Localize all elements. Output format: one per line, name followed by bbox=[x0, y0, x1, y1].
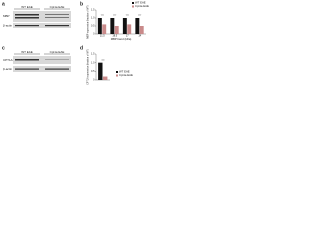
y-tick-label: 0.5 bbox=[91, 25, 95, 28]
bar bbox=[98, 62, 103, 80]
y-tick-label: 1.0 bbox=[91, 17, 95, 20]
legend-label: Cpt1a EAE bbox=[119, 73, 133, 77]
bands bbox=[15, 59, 69, 70]
lane-label: WT EAE bbox=[21, 5, 32, 9]
x-tick-label: 14 bbox=[138, 35, 141, 38]
row-label: CPT1A bbox=[3, 58, 13, 62]
panel-label: b bbox=[80, 1, 83, 7]
bar bbox=[122, 18, 127, 34]
blot bbox=[13, 66, 71, 72]
annotation: *** bbox=[101, 15, 104, 18]
bands bbox=[15, 14, 69, 27]
legend-label: WT EAE bbox=[135, 1, 146, 5]
x-axis-label: MBP band (kDa) bbox=[111, 37, 132, 41]
blot bbox=[13, 56, 71, 64]
row-label: MBP bbox=[3, 14, 10, 18]
y-axis-label: MBP expression (fraction of WT) bbox=[87, 5, 90, 38]
y-axis-label: CPT1A expression (fraction of WT) bbox=[87, 49, 90, 85]
lane-label: Cpt1a EAE bbox=[50, 5, 65, 9]
lane-label: Cpt1a EAE bbox=[50, 50, 65, 54]
bar bbox=[139, 26, 144, 34]
annotation: *** bbox=[138, 15, 141, 18]
figure: a b c d WT EAE Cpt1a EAE MBP β-actin WT … bbox=[2, 1, 149, 85]
y-tick-label: 0.5 bbox=[91, 70, 95, 73]
y-tick-label: 1.0 bbox=[91, 61, 95, 64]
y-tick-label: 1.5 bbox=[91, 53, 95, 56]
row-label: β-actin bbox=[3, 67, 12, 71]
panel-label: d bbox=[80, 45, 83, 51]
panel-label: c bbox=[2, 45, 5, 51]
blot bbox=[13, 11, 71, 22]
legend-label: Cpt1a EAE bbox=[135, 4, 149, 8]
x-tick-label: 18.5 bbox=[112, 35, 117, 38]
blot bbox=[13, 23, 71, 28]
x-tick-label: 17 bbox=[126, 35, 129, 38]
legend-swatch bbox=[132, 5, 134, 8]
annotation: *** bbox=[113, 15, 116, 18]
lane-label: WT EAE bbox=[21, 50, 32, 54]
annotation: *** bbox=[102, 59, 105, 62]
bar bbox=[135, 18, 140, 34]
y-tick-label: 0 bbox=[93, 79, 95, 82]
bar bbox=[102, 24, 107, 34]
legend-swatch bbox=[116, 74, 118, 77]
bar bbox=[103, 76, 108, 80]
annotation: *** bbox=[126, 15, 129, 18]
bar bbox=[110, 18, 115, 34]
row-label: β-actin bbox=[3, 23, 12, 27]
x-tick-label: 21.5 bbox=[100, 35, 105, 38]
bar bbox=[97, 18, 102, 34]
y-tick-label: 0 bbox=[93, 33, 95, 36]
bar bbox=[114, 26, 119, 34]
legend-label: WT EAE bbox=[119, 70, 130, 74]
legend-swatch bbox=[116, 71, 118, 73]
bar bbox=[127, 24, 132, 34]
panel-label: a bbox=[2, 1, 5, 7]
y-tick-label: 1.5 bbox=[91, 9, 95, 12]
legend-swatch bbox=[132, 2, 134, 4]
